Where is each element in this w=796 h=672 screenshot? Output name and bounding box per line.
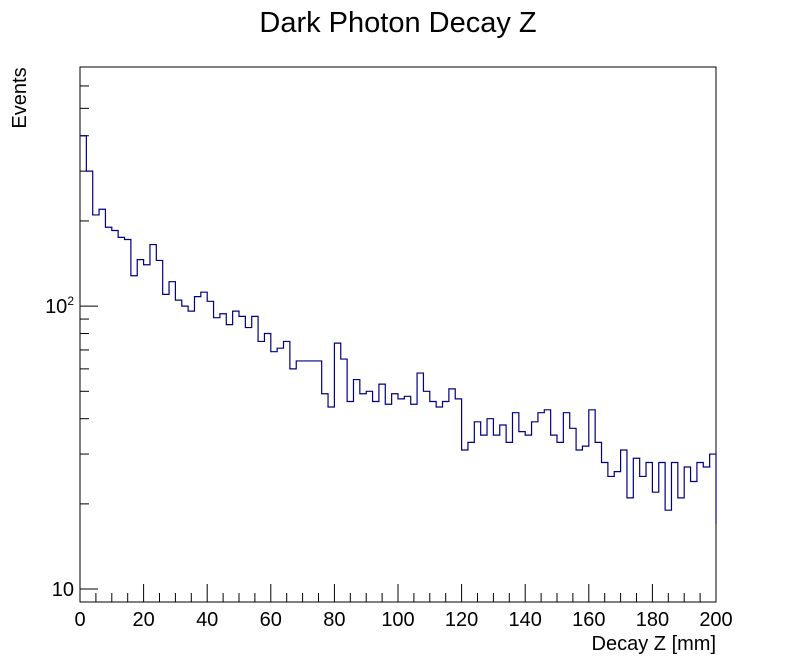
y-axis-ticks <box>80 66 98 603</box>
x-axis-ticks <box>79 584 717 602</box>
x-tick-label: 140 <box>509 609 542 631</box>
y-axis-tick-labels: 10 102 <box>45 294 74 601</box>
plot-frame <box>79 66 717 603</box>
x-tick-label: 40 <box>196 609 218 631</box>
x-tick-label: 80 <box>323 609 345 631</box>
x-tick-label: 60 <box>260 609 282 631</box>
histogram-series-line <box>80 135 717 524</box>
x-axis-label: Decay Z [mm] <box>592 633 716 655</box>
x-tick-label: 120 <box>445 609 478 631</box>
x-tick-label: 20 <box>132 609 154 631</box>
y-tick-label: 10 <box>52 579 74 601</box>
y-tick-label: 102 <box>45 294 74 318</box>
x-tick-label: 0 <box>74 609 85 631</box>
x-tick-label: 200 <box>699 609 732 631</box>
x-tick-label: 180 <box>636 609 669 631</box>
x-tick-label: 100 <box>381 609 414 631</box>
x-axis-tick-labels: 0 20 40 60 80 100 120 140 160 180 200 <box>74 609 732 631</box>
x-tick-label: 160 <box>572 609 605 631</box>
y-axis-label: Events <box>9 67 31 128</box>
chart-title: Dark Photon Decay Z <box>259 7 536 39</box>
